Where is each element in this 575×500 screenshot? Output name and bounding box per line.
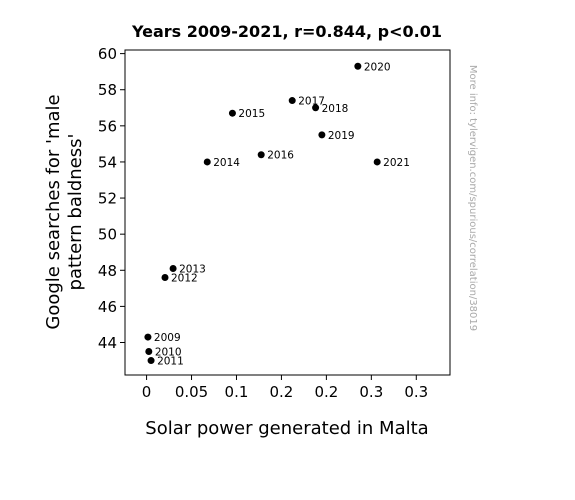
data-point-2013: [169, 264, 177, 272]
plot-frame: [124, 49, 451, 376]
x-tick-label: 0.1: [225, 383, 249, 401]
chart-title: Years 2009-2021, r=0.844, p<0.01: [131, 22, 442, 41]
point-label-2010: 2010: [155, 347, 182, 359]
watermark-text: More info: tylervigen.com/spurious/corre…: [467, 65, 478, 331]
x-tick-label: 0: [142, 383, 152, 401]
x-tick-label: 0.2: [270, 383, 294, 401]
y-tick-label: 44: [98, 334, 117, 352]
point-label-2009: 2009: [154, 332, 181, 344]
y-tick-label: 58: [98, 81, 117, 99]
data-point-2019: [318, 131, 326, 139]
data-point-2009: [144, 333, 152, 341]
point-label-2013: 2013: [179, 263, 206, 275]
x-tick-label: 0.05: [175, 383, 208, 401]
point-label-2017: 2017: [298, 96, 325, 108]
y-tick-label: 50: [98, 226, 117, 244]
y-axis-label: Google searches for 'male pattern baldne…: [43, 94, 86, 329]
data-point-2020: [354, 62, 362, 70]
watermark: More info: tylervigen.com/spurious/corre…: [467, 65, 478, 331]
point-label-2019: 2019: [328, 130, 355, 142]
point-label-2021: 2021: [383, 157, 410, 169]
y-axis-ticks: 44 46 48 50 52 54 56 58 60: [98, 45, 125, 352]
data-points: 2009201020112012201320142015201620172018…: [144, 61, 410, 368]
data-point-2011: [147, 357, 155, 365]
x-axis-label: Solar power generated in Malta: [145, 418, 428, 439]
data-point-2021: [373, 158, 381, 166]
point-label-2015: 2015: [238, 108, 265, 120]
y-tick-label: 52: [98, 190, 117, 208]
y-tick-label: 46: [98, 298, 117, 316]
data-point-2010: [145, 348, 153, 356]
data-point-2016: [257, 151, 265, 159]
data-point-2018: [312, 104, 320, 112]
y-axis-label-line-1: Google searches for 'male: [43, 94, 64, 329]
data-point-2014: [203, 158, 211, 166]
data-point-2012: [161, 274, 169, 281]
point-label-2020: 2020: [364, 61, 391, 73]
x-axis-ticks: 0 0.05 0.1 0.2 0.2 0.3 0.3: [142, 375, 428, 401]
point-label-2011: 2011: [157, 356, 184, 368]
y-tick-label: 56: [98, 117, 117, 135]
y-tick-label: 60: [98, 45, 117, 63]
point-label-2016: 2016: [267, 150, 294, 162]
data-point-2017: [288, 97, 296, 105]
y-tick-label: 54: [98, 153, 117, 171]
y-tick-label: 48: [98, 262, 117, 280]
x-tick-label: 0.3: [404, 383, 428, 401]
point-label-2018: 2018: [322, 103, 349, 115]
point-label-2012: 2012: [171, 273, 198, 285]
y-axis-label-line-2: pattern baldness': [65, 134, 86, 291]
x-tick-label: 0.2: [314, 383, 338, 401]
data-point-2015: [228, 109, 236, 117]
point-label-2014: 2014: [213, 157, 240, 169]
x-tick-label: 0.3: [359, 383, 383, 401]
